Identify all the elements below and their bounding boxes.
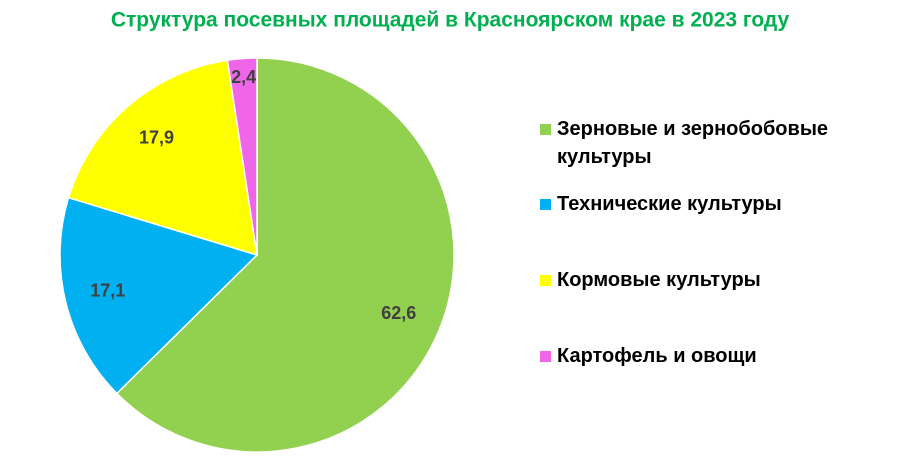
data-label: 62,6 (381, 303, 416, 323)
pie-slice (226, 57, 258, 256)
legend-item: Технические культуры (540, 190, 890, 218)
data-label: 17,1 (90, 281, 125, 301)
legend-item: Картофель и овощи (540, 342, 890, 370)
data-label: 2,4 (231, 67, 256, 87)
pie-slice (67, 59, 258, 257)
legend-label: Зерновые и зернобобовые культуры (557, 118, 829, 168)
pie-slice (59, 196, 259, 395)
legend-label: Картофель и овощи (557, 345, 757, 367)
legend-label: Кормовые культуры (557, 269, 761, 291)
data-label: 17,9 (139, 128, 174, 148)
legend-label: Технические культуры (557, 193, 782, 215)
legend-swatch (540, 351, 551, 362)
pie-slice (115, 57, 455, 453)
legend-item: Зерновые и зернобобовые культуры (540, 115, 890, 171)
legend-item: Кормовые культуры (540, 266, 890, 294)
legend-swatch (540, 275, 551, 286)
legend: Зерновые и зернобобовые культуры Техничес… (540, 115, 890, 418)
legend-swatch (540, 199, 551, 210)
legend-swatch (540, 124, 551, 135)
chart-title: Структура посевных площадей в Красноярск… (111, 9, 790, 32)
